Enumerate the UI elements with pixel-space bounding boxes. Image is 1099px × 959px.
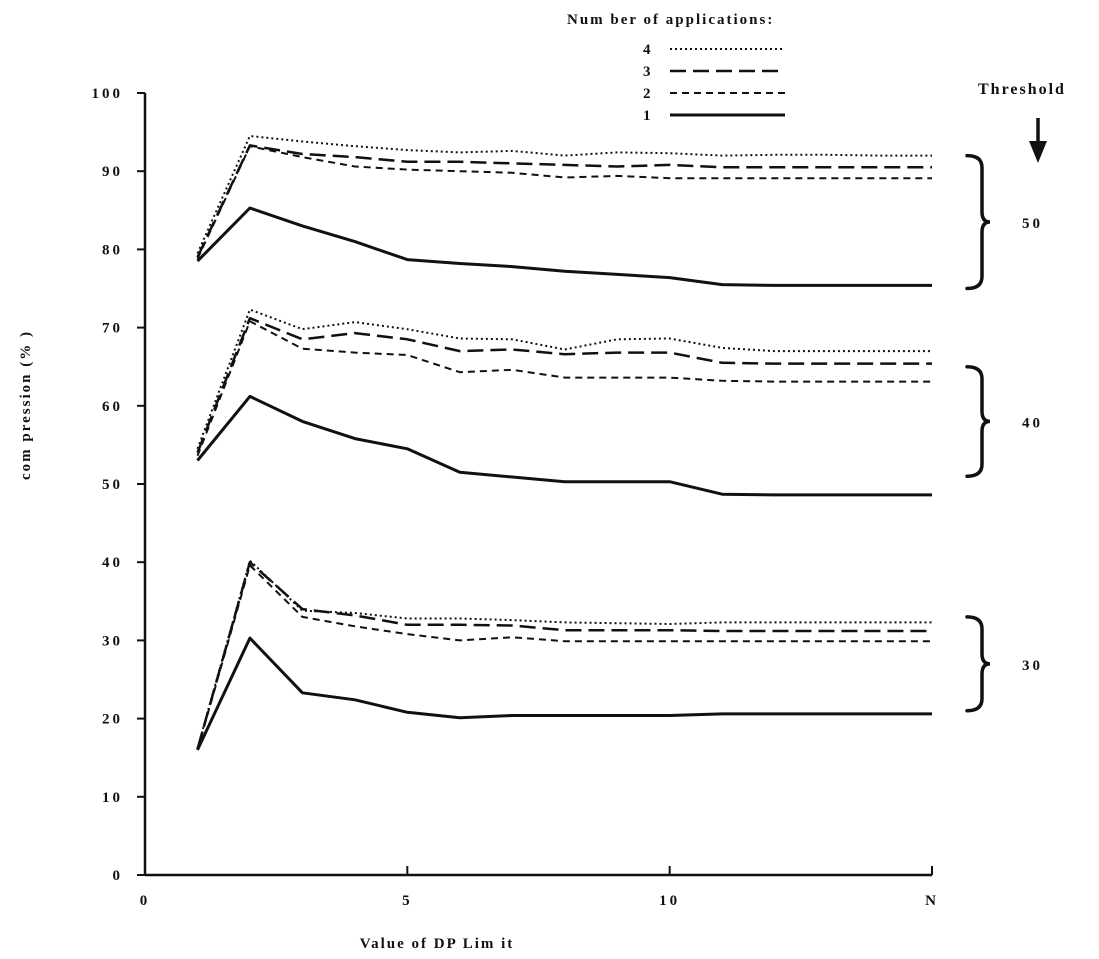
x-tick-label: 0 — [140, 893, 151, 909]
threshold-value-label: 50 — [1022, 216, 1043, 232]
y-tick-label: 70 — [102, 321, 123, 337]
y-tick-label: 10 — [102, 790, 123, 806]
threshold-arrow-icon — [1029, 118, 1047, 163]
y-tick-label: 0 — [113, 868, 124, 884]
y-tick-label: 60 — [102, 399, 123, 415]
series-line-apps-4 — [196, 308, 932, 450]
y-tick-label: 50 — [102, 477, 123, 493]
series-line-apps-2 — [196, 320, 932, 457]
threshold-brace-icon — [965, 364, 991, 478]
series-line-apps-1 — [196, 394, 932, 497]
series-line-apps-3 — [196, 316, 932, 454]
threshold-50-group — [196, 135, 932, 287]
x-ticks: 0 5 10 N — [140, 866, 939, 909]
legend: Num ber of applications: 4 3 2 1 — [567, 12, 785, 124]
legend-title: Num ber of applications: — [567, 12, 774, 28]
axes — [143, 93, 932, 877]
legend-label: 4 — [643, 42, 651, 58]
y-tick-label: 40 — [102, 555, 123, 571]
x-tick-label: N — [925, 893, 939, 909]
threshold-brace-icon — [965, 153, 991, 291]
series-line-apps-2 — [196, 145, 932, 260]
threshold-30-group — [196, 559, 932, 751]
x-tick-label: 5 — [402, 893, 413, 909]
series-line-apps-1 — [196, 206, 932, 287]
y-axis-title: com pression (% ) — [18, 330, 34, 480]
y-tick-label: 80 — [102, 242, 123, 258]
x-tick-label: 10 — [659, 893, 680, 909]
y-tick-label: 100 — [92, 86, 124, 102]
series-line-apps-4 — [196, 559, 932, 749]
threshold-value-label: 30 — [1022, 658, 1043, 674]
y-tick-label: 30 — [102, 633, 123, 649]
series-line-apps-3 — [196, 144, 932, 258]
series-line-apps-1 — [196, 636, 932, 751]
legend-label: 2 — [643, 86, 651, 102]
threshold-value-label: 40 — [1022, 415, 1043, 431]
threshold-40-group — [196, 308, 932, 497]
legend-label: 1 — [643, 108, 651, 124]
x-axis-title: Value of DP Lim it — [360, 936, 515, 952]
series-line-apps-2 — [196, 564, 932, 751]
threshold-header: Threshold — [978, 81, 1066, 98]
y-ticks: 0 10 20 30 40 50 60 70 80 90 100 — [92, 86, 145, 884]
series-line-apps-4 — [196, 135, 932, 254]
y-tick-label: 90 — [102, 164, 123, 180]
series-lines — [196, 135, 932, 751]
threshold-brace-icon — [965, 615, 991, 713]
legend-label: 3 — [643, 64, 651, 80]
series-line-apps-3 — [196, 560, 932, 750]
threshold-annotations: Threshold 50 40 30 — [965, 81, 1066, 713]
y-tick-label: 20 — [102, 712, 123, 728]
